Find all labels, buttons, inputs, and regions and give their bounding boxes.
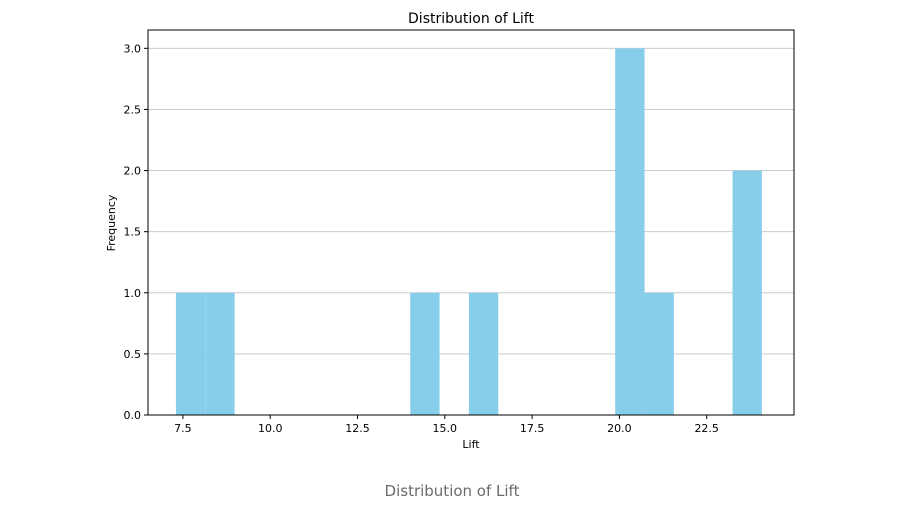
x-tick-label: 7.5 xyxy=(174,422,192,435)
histogram-bar xyxy=(410,292,440,415)
histogram-bar xyxy=(732,170,762,415)
histogram-bar xyxy=(205,292,235,415)
y-tick-label: 1.0 xyxy=(124,287,142,300)
x-axis-label: Lift xyxy=(462,438,480,451)
x-tick-label: 10.0 xyxy=(258,422,283,435)
y-tick-label: 1.5 xyxy=(124,226,142,239)
y-tick-label: 2.5 xyxy=(124,103,142,116)
x-tick-label: 20.0 xyxy=(607,422,632,435)
x-tick-label: 12.5 xyxy=(345,422,370,435)
plot-frame xyxy=(147,29,795,416)
x-tick-label: 15.0 xyxy=(433,422,458,435)
chart-title: Distribution of Lift xyxy=(408,11,534,27)
y-tick-label: 2.0 xyxy=(124,165,142,178)
histogram-chart: 0.0 0.5 1.0 1.5 2.0 2.5 3.0 7.5 10.0 12.5 15.0 17.… xyxy=(105,11,795,451)
x-tick-label: 17.5 xyxy=(520,422,545,435)
figure-caption: Distribution of Lift xyxy=(384,482,520,500)
histogram-bar xyxy=(468,292,499,415)
x-tick-label: 22.5 xyxy=(694,422,719,435)
x-axis-ticks: 7.5 10.0 12.5 15.0 17.5 20.0 22.5 xyxy=(174,415,719,435)
y-tick-label: 0.0 xyxy=(124,409,142,422)
y-axis-label: Frequency xyxy=(105,194,118,251)
y-tick-label: 0.5 xyxy=(124,348,142,361)
histogram-bar xyxy=(644,292,674,415)
y-tick-label: 3.0 xyxy=(124,42,142,55)
histogram-bar xyxy=(175,292,206,415)
y-axis-ticks: 0.0 0.5 1.0 1.5 2.0 2.5 3.0 xyxy=(124,42,148,422)
histogram-bar xyxy=(615,48,645,415)
bars xyxy=(175,48,762,415)
